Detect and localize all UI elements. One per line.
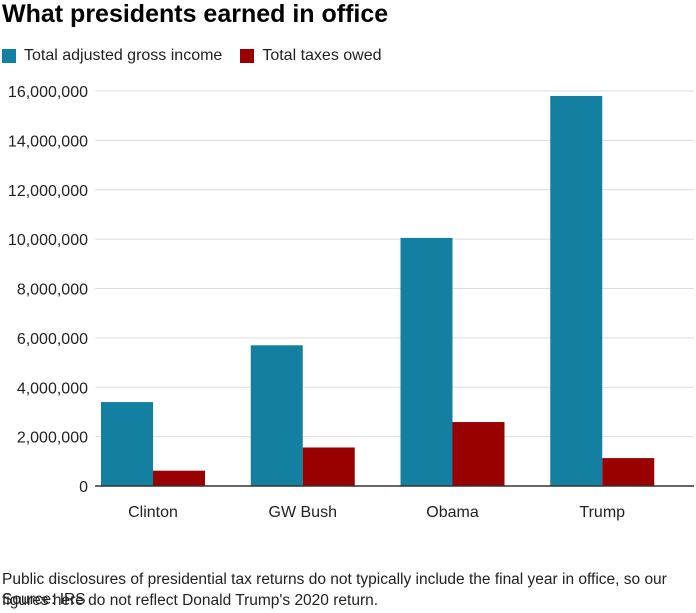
taxes-bar-trump — [602, 458, 655, 486]
y-tick-label: 0 — [79, 479, 88, 496]
taxes-bar-gw-bush — [302, 447, 355, 486]
x-tick-label: Clinton — [128, 504, 178, 521]
income-bar-clinton — [101, 402, 153, 486]
income-bar-obama — [400, 237, 453, 486]
source-label: Source: IRS — [2, 591, 86, 608]
y-tick-label: 4,000,000 — [17, 380, 88, 397]
y-tick-label: 10,000,000 — [8, 232, 88, 249]
y-tick-label: 16,000,000 — [8, 84, 88, 101]
legend-label-income: Total adjusted gross income — [24, 47, 223, 64]
bar-chart: 0 2,000,000 4,000,000 6,000,000 8,000,000 10,… — [8, 84, 694, 521]
y-tick-label: 8,000,000 — [17, 282, 88, 299]
x-tick-label: GW Bush — [269, 504, 337, 521]
income-bar-trump — [550, 95, 603, 486]
taxes-bar-obama — [452, 422, 505, 486]
chart-legend: Total adjusted gross income Total taxes … — [2, 46, 400, 66]
legend-item-income: Total adjusted gross income — [2, 47, 222, 65]
x-tick-label: Trump — [579, 504, 625, 521]
legend-swatch-income — [2, 49, 16, 63]
legend-item-taxes: Total taxes owed — [240, 47, 382, 65]
x-tick-label: Obama — [426, 504, 479, 521]
y-tick-label: 14,000,000 — [8, 133, 88, 150]
income-bar-gw-bush — [250, 345, 303, 486]
taxes-bar-clinton — [153, 470, 205, 486]
chart-title: What presidents earned in office — [2, 0, 389, 28]
y-tick-label: 2,000,000 — [17, 430, 88, 447]
y-tick-label: 6,000,000 — [17, 331, 88, 348]
legend-label-taxes: Total taxes owed — [262, 47, 382, 64]
legend-swatch-taxes — [240, 49, 255, 63]
footnote: Public disclosures of presidential tax r… — [2, 571, 667, 609]
y-tick-label: 12,000,000 — [8, 183, 88, 200]
